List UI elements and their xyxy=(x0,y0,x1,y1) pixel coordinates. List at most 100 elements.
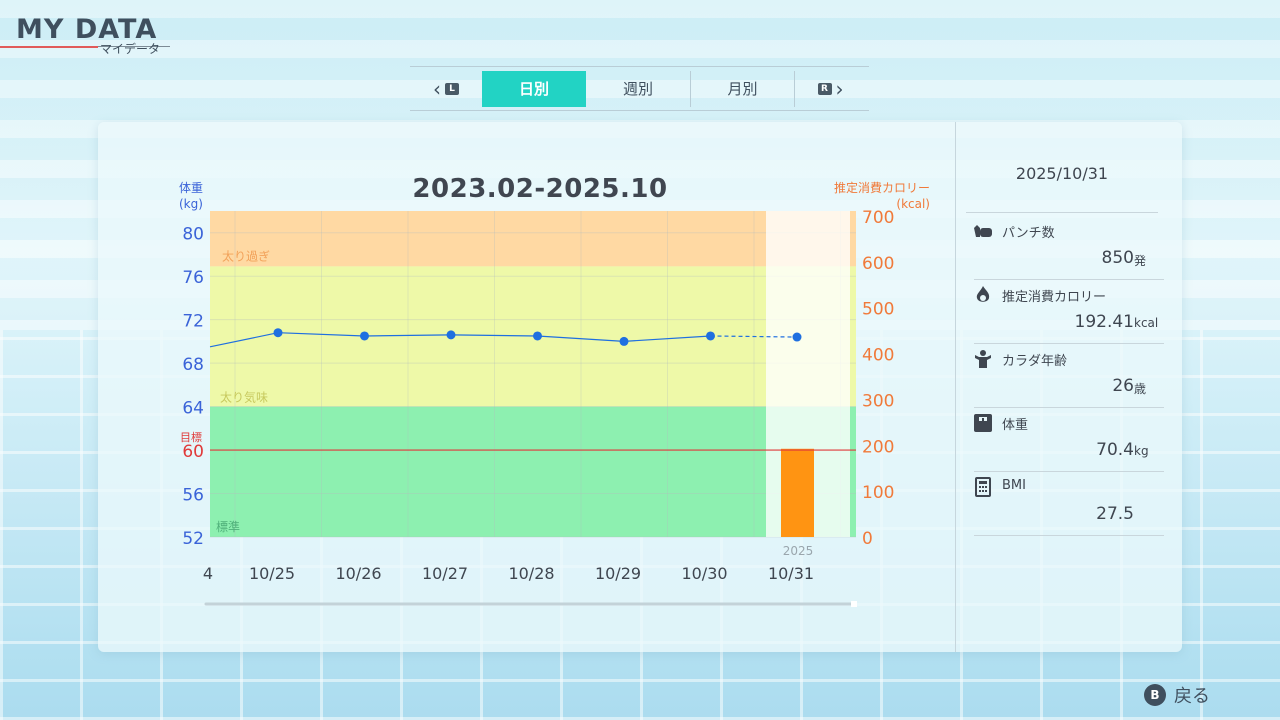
calculator-icon xyxy=(975,477,991,497)
logo-underline xyxy=(0,46,98,48)
left-axis-title-line1: 体重 xyxy=(179,181,204,195)
stat-divider xyxy=(974,535,1164,536)
target-label: 目標 xyxy=(180,430,202,444)
stat-label: パンチ数 xyxy=(1002,226,1055,241)
right-tick-label: 600 xyxy=(862,254,894,274)
tab-monthly[interactable]: 月別 xyxy=(690,70,794,107)
app-subtitle: マイデータ xyxy=(100,42,161,56)
weight-point xyxy=(619,336,629,346)
right-tick-label: 200 xyxy=(862,437,894,457)
b-button-icon: B xyxy=(1144,684,1166,706)
stat-calories: 推定消費カロリー 192.41 kcal xyxy=(968,282,1166,344)
stat-unit: 発 xyxy=(1134,254,1147,268)
left-tick-label: 72 xyxy=(182,312,204,332)
weight-point xyxy=(273,328,283,338)
left-tick-label: 60 xyxy=(182,442,204,462)
weight-point xyxy=(533,331,542,341)
left-tick-label: 56 xyxy=(182,486,204,506)
r-button-icon: R xyxy=(817,82,832,95)
prev-period-button[interactable]: ‹ L xyxy=(410,71,482,107)
x-tick-label: 10/28 xyxy=(508,564,554,583)
body-icon xyxy=(975,350,991,368)
right-tick-label: 400 xyxy=(862,346,894,366)
stat-label: 推定消費カロリー xyxy=(1002,290,1107,305)
right-axis-title-line1: 推定消費カロリー xyxy=(833,181,930,195)
app-title: MY DATA xyxy=(16,14,158,45)
left-tick-label: 76 xyxy=(182,268,204,288)
x-tick-label: 10/26 xyxy=(335,564,381,583)
logo-underline-secondary xyxy=(98,46,170,47)
zone-label-slightly-overweight: 太り気味 xyxy=(220,390,268,405)
left-tick-label: 52 xyxy=(182,529,204,549)
weight-line-segment xyxy=(277,332,365,337)
weight-point xyxy=(446,330,456,340)
weight-point xyxy=(360,331,369,341)
stat-divider xyxy=(974,407,1164,408)
l-button-icon: L xyxy=(445,82,459,95)
right-axis-title-line2: (kcal) xyxy=(896,197,930,211)
left-axis-title: 体重 (kg) xyxy=(179,180,203,212)
stat-unit: 歳 xyxy=(1134,382,1147,396)
weight-point xyxy=(706,331,715,341)
tab-daily[interactable]: 日別 xyxy=(482,70,586,107)
stat-bmi: BMI 27.5 xyxy=(968,474,1166,536)
weight-line-segment xyxy=(364,334,452,337)
stat-value: 26 xyxy=(1112,376,1134,396)
left-tick-label: 64 xyxy=(182,399,204,419)
app-logo: MY DATA マイデータ xyxy=(0,12,180,58)
weight-line-segment xyxy=(209,332,279,348)
right-tick-label: 0 xyxy=(862,529,873,549)
right-tick-label: 100 xyxy=(862,483,894,503)
right-tick-label: 700 xyxy=(862,208,894,228)
stat-weight: 体重 70.4 kg xyxy=(968,410,1166,472)
stat-value: 850 xyxy=(1101,248,1134,268)
zone-overweight xyxy=(210,211,856,267)
stat-value: 192.41 xyxy=(1074,312,1134,332)
stat-value: 70.4 xyxy=(1096,440,1134,460)
scale-icon xyxy=(974,414,992,432)
stat-label: BMI xyxy=(1002,478,1026,493)
right-tick-label: 500 xyxy=(862,300,894,320)
punch-icon xyxy=(974,225,992,237)
left-tick-label: 68 xyxy=(182,355,204,375)
zone-normal xyxy=(210,406,856,537)
stat-divider xyxy=(974,279,1164,280)
x-tick-label: 10/29 xyxy=(595,564,641,583)
x-tick-label: 10/31 xyxy=(768,564,814,583)
back-label: 戻る xyxy=(1174,686,1210,707)
chart-scrollbar-thumb[interactable] xyxy=(851,601,857,607)
selected-date: 2025/10/31 xyxy=(1015,164,1109,183)
x-tick-label: 10/30 xyxy=(681,564,727,583)
stat-divider xyxy=(974,471,1164,472)
x-tick-label-partial: 4 xyxy=(203,564,213,583)
x-tick-label: 10/27 xyxy=(422,564,468,583)
chevron-right-icon: › xyxy=(835,76,844,101)
stat-label: 体重 xyxy=(1002,418,1029,433)
stat-body-age: カラダ年齢 26 歳 xyxy=(968,346,1166,408)
chart-title: 2023.02-2025.10 xyxy=(412,174,668,204)
tab-weekly[interactable]: 週別 xyxy=(622,80,653,98)
period-tabs: ‹ L 日別 週別 月別 R › xyxy=(410,66,869,111)
weight-line-segment xyxy=(450,334,538,337)
year-label: 2025 xyxy=(783,544,814,558)
side-divider xyxy=(966,212,1158,213)
stat-unit: kcal xyxy=(1134,316,1159,330)
stat-value: 27.5 xyxy=(1096,504,1134,524)
right-axis-title: 推定消費カロリー (kcal) xyxy=(806,180,930,212)
back-button[interactable]: B 戻る xyxy=(1144,682,1210,708)
zone-label-overweight: 太り過ぎ xyxy=(222,248,270,263)
stat-label: カラダ年齢 xyxy=(1002,354,1068,369)
right-tick-label: 300 xyxy=(862,391,894,411)
left-axis-title-line2: (kg) xyxy=(179,197,203,211)
calorie-bar xyxy=(781,448,814,537)
weight-line-segment xyxy=(623,335,711,342)
next-period-button[interactable]: R › xyxy=(794,70,866,107)
x-tick-label: 10/25 xyxy=(249,564,295,583)
left-tick-label: 80 xyxy=(182,225,204,245)
stat-punch-count: パンチ数 850 発 xyxy=(968,218,1166,280)
panel-divider xyxy=(955,122,956,652)
chevron-left-icon: ‹ xyxy=(433,76,441,101)
weight-line-segment xyxy=(710,335,798,338)
weight-line-segment xyxy=(537,335,625,342)
